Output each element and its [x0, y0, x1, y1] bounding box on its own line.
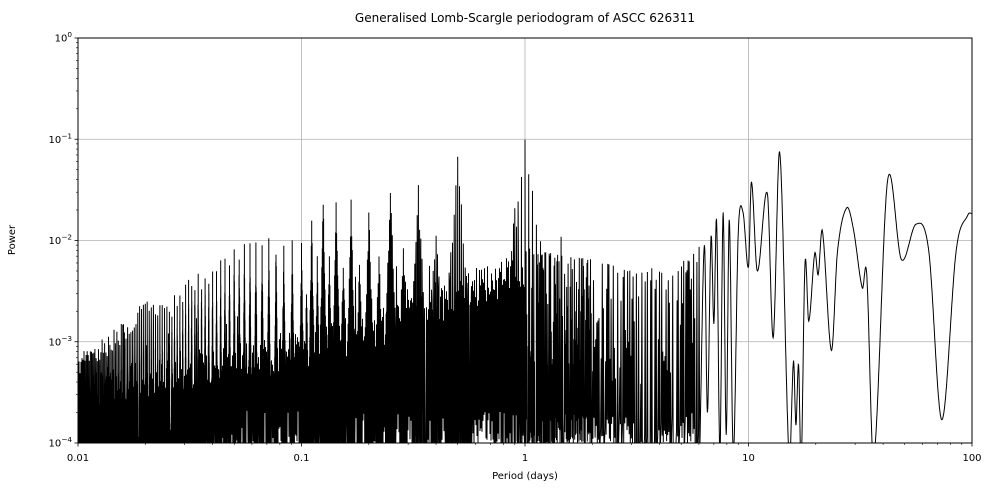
x-tick-label: 10	[742, 453, 755, 464]
y-tick-label: 10−1	[49, 131, 73, 146]
x-tick-label: 100	[962, 453, 981, 464]
x-tick-label: 0.01	[67, 453, 89, 464]
plot-border	[77, 37, 973, 444]
y-tick-label: 100	[55, 30, 73, 45]
axis-ticks	[74, 37, 973, 447]
y-tick-label: 10−3	[49, 334, 73, 349]
x-axis-label: Period (days)	[492, 471, 558, 482]
y-tick-labels: 100 10−1 10−2 10−3 10−4	[49, 30, 73, 450]
y-tick-label: 10−4	[49, 435, 73, 450]
x-tick-label: 1	[522, 453, 528, 464]
x-tick-labels: 0.01 0.1 1 10 100	[67, 453, 982, 464]
x-tick-label: 0.1	[294, 453, 310, 464]
periodogram-series	[77, 139, 972, 444]
plot-title: Generalised Lomb-Scargle periodogram of …	[355, 11, 695, 25]
periodogram-line	[77, 139, 972, 444]
y-tick-label: 10−2	[49, 233, 73, 248]
y-axis-label: Power	[7, 224, 18, 255]
